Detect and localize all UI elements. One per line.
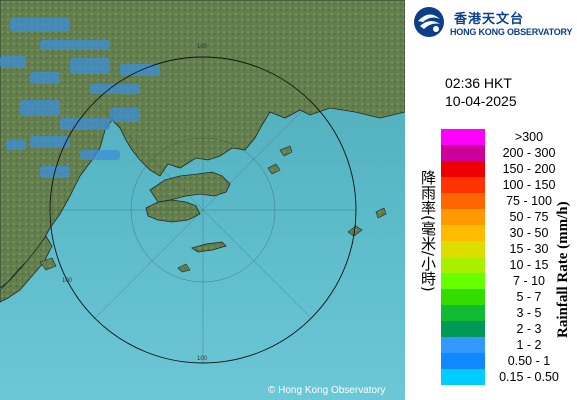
range-label-south: 100 xyxy=(197,356,208,362)
legend-row: 100 - 150 xyxy=(441,177,573,193)
legend-row: 0.50 - 1 xyxy=(441,353,573,369)
legend-row: 7 - 10 xyxy=(441,273,573,289)
legend-label: >300 xyxy=(514,130,544,144)
legend-label: 5 - 7 xyxy=(516,290,542,304)
legend-swatch xyxy=(441,129,485,145)
legend-swatch xyxy=(441,209,485,225)
legend-row: 150 - 200 xyxy=(441,161,573,177)
legend-label: 100 - 150 xyxy=(502,178,556,192)
legend-row: 2 - 3 xyxy=(441,321,573,337)
legend-swatch xyxy=(441,225,485,241)
logo-name-en: HONG KONG OBSERVATORY xyxy=(450,27,573,37)
legend-swatch xyxy=(441,337,485,353)
legend-label: 2 - 3 xyxy=(516,322,542,336)
rain-echoes xyxy=(0,18,160,178)
legend-label: 7 - 10 xyxy=(513,274,545,288)
rainfall-legend: >300 200 - 300 150 - 200 100 - 150 75 - … xyxy=(441,129,573,385)
legend-swatch xyxy=(441,193,485,209)
legend-row: 5 - 7 xyxy=(441,289,573,305)
legend-label: 30 - 50 xyxy=(509,226,549,240)
legend-swatch xyxy=(441,273,485,289)
legend-label: 75 - 100 xyxy=(506,194,552,208)
range-label-west: 100 xyxy=(62,278,73,284)
southern-island xyxy=(191,241,227,253)
legend-label: 10 - 15 xyxy=(509,258,549,272)
western-land xyxy=(0,235,53,303)
logo-name-cn: 香港天文台 xyxy=(454,12,525,27)
radar-map: 100 100 100 © Hong Kong Observatory xyxy=(0,0,405,400)
legend-swatch xyxy=(441,145,485,161)
rainfall-rate-title-cn: 降雨率(毫米/小時) xyxy=(419,170,437,292)
legend-label: 0.50 - 1 xyxy=(507,354,551,368)
legend-row: 50 - 75 xyxy=(441,209,573,225)
legend-label: 1 - 2 xyxy=(516,338,542,352)
legend-row: 0.15 - 0.50 xyxy=(441,369,573,385)
legend-row: 1 - 2 xyxy=(441,337,573,353)
range-label-north: 100 xyxy=(197,44,208,50)
copyright-notice: © Hong Kong Observatory xyxy=(268,385,386,396)
legend-swatch xyxy=(441,241,485,257)
legend-row: 15 - 30 xyxy=(441,241,573,257)
radar-inner-ring xyxy=(130,137,276,283)
hko-logo-icon xyxy=(414,7,444,37)
legend-swatch xyxy=(441,289,485,305)
legend-swatch xyxy=(441,257,485,273)
lantau-island xyxy=(145,199,201,223)
legend-label: 0.15 - 0.50 xyxy=(499,370,559,384)
radar-map-canvas: 100 100 100 xyxy=(0,0,405,400)
legend-row: 10 - 15 xyxy=(441,257,573,273)
legend-swatch xyxy=(441,353,485,369)
radar-spokes xyxy=(50,57,356,363)
hko-logo: 香港天文台 HONG KONG OBSERVATORY xyxy=(412,5,573,41)
legend-row: 3 - 5 xyxy=(441,305,573,321)
legend-label: 15 - 30 xyxy=(509,242,549,256)
east-islands xyxy=(39,145,387,273)
legend-swatch xyxy=(441,161,485,177)
legend-label: 200 - 300 xyxy=(502,146,556,160)
legend-swatch xyxy=(441,321,485,337)
radar-range-ring xyxy=(49,56,357,364)
legend-swatch xyxy=(441,177,485,193)
legend-label: 3 - 5 xyxy=(516,306,542,320)
legend-panel: 香港天文台 HONG KONG OBSERVATORY 02:36 HKT 10… xyxy=(405,0,577,400)
legend-label: 50 - 75 xyxy=(509,210,549,224)
legend-swatch xyxy=(441,369,485,385)
rainfall-rate-title-en: Rainfall Rate (mm/h) xyxy=(555,201,571,339)
legend-label: 150 - 200 xyxy=(502,162,556,176)
legend-row: >300 xyxy=(441,129,573,145)
legend-swatch xyxy=(441,305,485,321)
observation-date: 10-04-2025 xyxy=(445,93,517,109)
legend-row: 30 - 50 xyxy=(441,225,573,241)
hong-kong-island xyxy=(149,171,231,203)
legend-row: 75 - 100 xyxy=(441,193,573,209)
observation-time: 02:36 HKT xyxy=(445,75,512,91)
legend-row: 200 - 300 xyxy=(441,145,573,161)
